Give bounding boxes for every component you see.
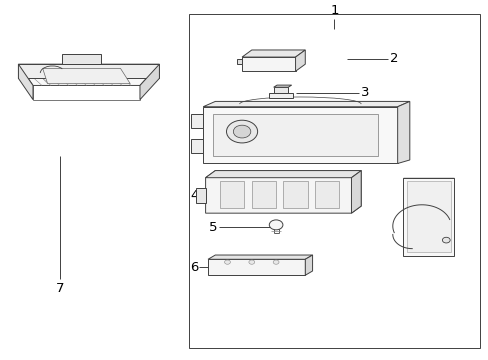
Polygon shape <box>140 64 159 100</box>
Circle shape <box>226 120 257 143</box>
Bar <box>188 14 479 348</box>
Circle shape <box>269 220 283 230</box>
Text: 3: 3 <box>361 86 369 99</box>
Polygon shape <box>19 64 159 85</box>
Text: 1: 1 <box>329 4 338 17</box>
Polygon shape <box>251 181 276 208</box>
Polygon shape <box>407 181 450 252</box>
Polygon shape <box>273 87 287 93</box>
Polygon shape <box>42 68 130 84</box>
Polygon shape <box>273 85 291 87</box>
Polygon shape <box>314 181 339 208</box>
Polygon shape <box>283 181 307 208</box>
Text: 5: 5 <box>209 221 217 234</box>
Circle shape <box>442 237 449 243</box>
Polygon shape <box>268 93 292 98</box>
Polygon shape <box>205 171 361 178</box>
Text: 2: 2 <box>389 52 398 66</box>
Circle shape <box>248 260 254 264</box>
Circle shape <box>224 260 230 264</box>
Polygon shape <box>62 54 101 64</box>
Polygon shape <box>397 102 409 163</box>
Polygon shape <box>212 114 377 156</box>
Polygon shape <box>207 255 312 259</box>
Circle shape <box>273 260 279 264</box>
Polygon shape <box>207 259 305 275</box>
Polygon shape <box>305 255 312 275</box>
Polygon shape <box>242 50 305 57</box>
Polygon shape <box>402 178 453 256</box>
Polygon shape <box>203 102 409 107</box>
Polygon shape <box>205 171 361 213</box>
Polygon shape <box>19 64 33 100</box>
Text: 6: 6 <box>189 261 198 274</box>
Polygon shape <box>242 57 295 71</box>
Polygon shape <box>191 114 203 128</box>
Circle shape <box>233 125 250 138</box>
Polygon shape <box>196 188 205 203</box>
Polygon shape <box>351 171 361 213</box>
Polygon shape <box>295 50 305 71</box>
Polygon shape <box>237 59 242 64</box>
Text: 7: 7 <box>55 282 64 295</box>
Polygon shape <box>203 107 397 163</box>
Polygon shape <box>19 64 159 78</box>
Text: 4: 4 <box>189 189 198 202</box>
Polygon shape <box>191 139 203 153</box>
Polygon shape <box>220 181 244 208</box>
